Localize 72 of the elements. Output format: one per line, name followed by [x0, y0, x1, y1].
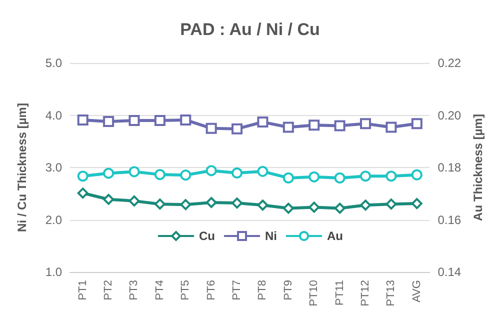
y-tick-label: 3.0 — [45, 160, 62, 174]
point — [154, 198, 166, 210]
point — [103, 194, 114, 205]
point — [386, 122, 397, 133]
point — [386, 198, 397, 210]
legend-label: Ni — [265, 229, 277, 243]
point — [334, 172, 346, 184]
x-tick-label: PT7 — [231, 280, 244, 300]
x-tick-label: PT3 — [128, 280, 140, 300]
x-tick-label: PT10 — [308, 280, 320, 306]
point — [282, 202, 294, 214]
point — [257, 116, 268, 128]
point — [206, 197, 217, 208]
point — [180, 199, 192, 210]
point — [257, 166, 268, 177]
point — [411, 118, 422, 130]
point — [206, 165, 217, 176]
x-tick-label: PT6 — [205, 280, 218, 300]
legend-label: Au — [327, 229, 343, 243]
point — [232, 167, 243, 178]
point — [334, 202, 346, 214]
point — [360, 200, 372, 211]
x-tick-label: PT12 — [360, 280, 372, 306]
point — [103, 116, 114, 128]
point — [360, 118, 372, 130]
point — [128, 114, 140, 126]
point — [232, 123, 243, 134]
y2-tick-label: 0.16 — [438, 212, 462, 227]
y-tick-label: 2.0 — [45, 212, 62, 227]
point — [103, 168, 114, 179]
x-tick-label: PT2 — [102, 280, 115, 300]
point — [154, 114, 166, 126]
point — [386, 170, 397, 182]
point — [411, 169, 422, 180]
point — [154, 169, 166, 180]
y2-tick-label: 0.22 — [438, 56, 462, 70]
x-tick-label: AVG — [410, 280, 423, 302]
point — [308, 202, 320, 213]
y2-tick-label: 0.20 — [438, 108, 462, 122]
y2-axis-title: Au Thickness [µm] — [471, 114, 485, 221]
y-axis-title: Ni / Cu Thickness [µm] — [15, 103, 29, 232]
point — [128, 166, 140, 178]
chart-title: PAD : Au / Ni / Cu — [180, 20, 320, 39]
point — [257, 200, 268, 211]
point — [360, 170, 372, 182]
y2-tick-label: 0.14 — [438, 265, 462, 279]
point — [206, 122, 217, 134]
point — [282, 122, 294, 133]
x-tick-label: PT1 — [76, 280, 89, 300]
point — [128, 195, 140, 206]
point — [282, 172, 294, 184]
x-tick-label: PT11 — [334, 280, 346, 306]
point — [180, 170, 192, 181]
point — [77, 170, 88, 182]
point — [411, 198, 422, 210]
y2-tick-label: 0.18 — [438, 160, 462, 174]
point — [308, 120, 320, 131]
x-tick-label: PT5 — [180, 280, 192, 300]
point — [334, 120, 346, 132]
point — [232, 198, 243, 209]
legend-label: Cu — [199, 229, 216, 243]
point — [77, 114, 88, 126]
x-tick-label: PT13 — [385, 280, 398, 306]
y-tick-label: 1.0 — [45, 265, 62, 279]
y-tick-label: 4.0 — [45, 108, 62, 122]
x-tick-label: PT9 — [282, 280, 294, 300]
point — [180, 114, 192, 126]
y-tick-label: 5.0 — [45, 56, 62, 70]
point — [308, 171, 320, 182]
point — [77, 188, 88, 199]
x-tick-label: PT4 — [154, 280, 166, 300]
x-tick-label: PT8 — [256, 280, 269, 300]
